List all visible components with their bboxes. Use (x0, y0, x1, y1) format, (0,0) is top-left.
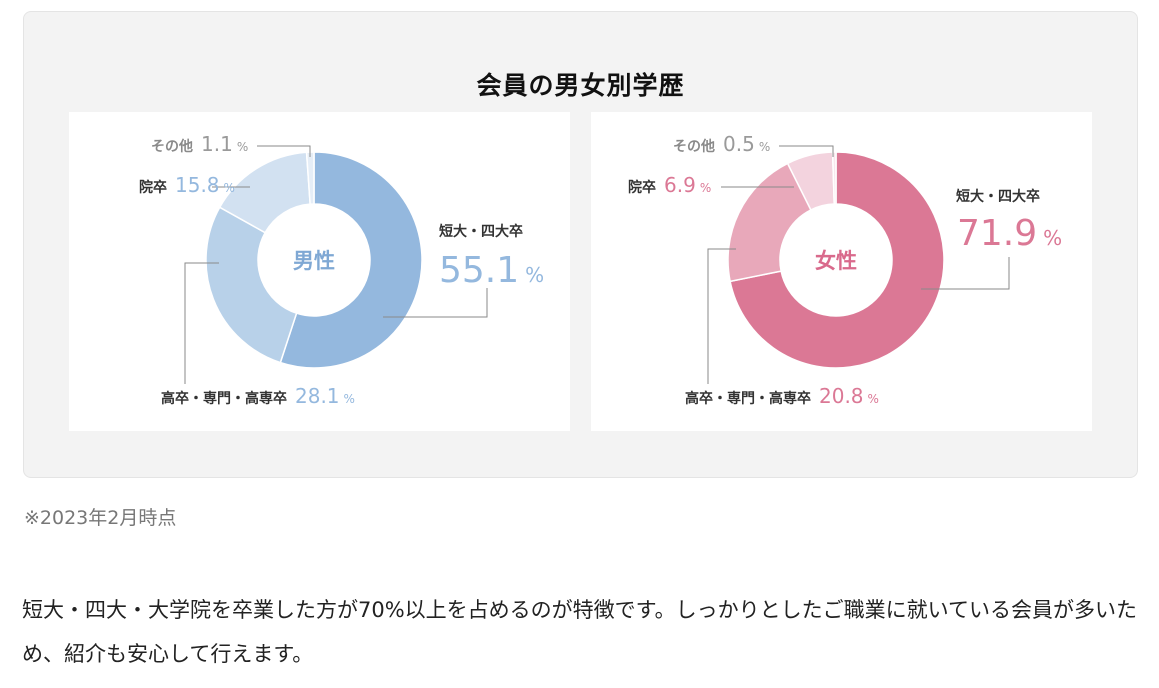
female-chart-card: 女性 短大・四大卒 71.9% 高卒・専門・高専卒 20.8% 院卒 6.9% その他 0.5% (591, 112, 1092, 431)
value-label: 28.1 (295, 384, 340, 408)
category-label: その他 (151, 138, 193, 155)
leader-line (707, 248, 736, 384)
value-label: 71.9 (957, 213, 1037, 254)
unit-label: % (237, 140, 248, 154)
value-label: 20.8 (819, 384, 864, 408)
unit-label: % (868, 392, 879, 406)
donut-center-label: 女性 (815, 249, 857, 273)
male-chart-card: 男性 短大・四大卒 55.1% 高卒・専門・高専卒 28.1% 院卒 15.8% その他 1.1… (69, 112, 570, 431)
unit-label: % (224, 181, 235, 195)
category-label: 院卒 (139, 179, 167, 196)
leader-line (779, 145, 834, 157)
value-label: 6.9 (664, 173, 696, 197)
donut-slice (205, 206, 298, 364)
leader-line (257, 145, 311, 157)
leader-line (383, 288, 488, 318)
unit-label: % (1043, 226, 1062, 250)
male-donut-chart: 男性 短大・四大卒 55.1 % 高卒・専門・高専卒 28.1 % 院卒 15.8 % その他 1.1… (139, 132, 544, 408)
category-label: 高卒・専門・高専卒 (685, 390, 811, 407)
value-label: 1.1 (201, 132, 233, 156)
donut-slice (727, 162, 812, 283)
panel-title: 会員の男女別学歴 (476, 71, 685, 100)
category-label: 短大・四大卒 (956, 188, 1040, 205)
unit-label: % (525, 263, 544, 287)
leader-line (921, 257, 1010, 290)
unit-label: % (700, 181, 711, 195)
donut-slice (305, 151, 315, 205)
category-label: 高卒・専門・高専卒 (161, 390, 287, 407)
description-text: 短大・四大・大学院を卒業した方が70%以上を占めるのが特徴です。しっかりとしたご… (22, 598, 1137, 666)
donut-slice (729, 151, 945, 369)
unit-label: % (344, 392, 355, 406)
date-note: ※2023年2月時点 (24, 507, 177, 529)
donut-center-label: 男性 (293, 249, 335, 273)
category-label: 院卒 (628, 179, 656, 196)
female-donut-chart: 女性 短大・四大卒 71.9 % 高卒・専門・高専卒 20.8 % 院卒 6.9 % その他 0.5% (628, 132, 1062, 408)
donut-slice (831, 151, 837, 205)
category-label: その他 (673, 138, 715, 155)
donut-slice (279, 151, 423, 369)
value-label: 0.5 (723, 132, 755, 156)
value-label: 15.8 (175, 173, 220, 197)
unit-label: % (759, 140, 770, 154)
leader-line (184, 262, 219, 384)
category-label: 短大・四大卒 (439, 223, 523, 240)
value-label: 55.1 (439, 250, 519, 291)
